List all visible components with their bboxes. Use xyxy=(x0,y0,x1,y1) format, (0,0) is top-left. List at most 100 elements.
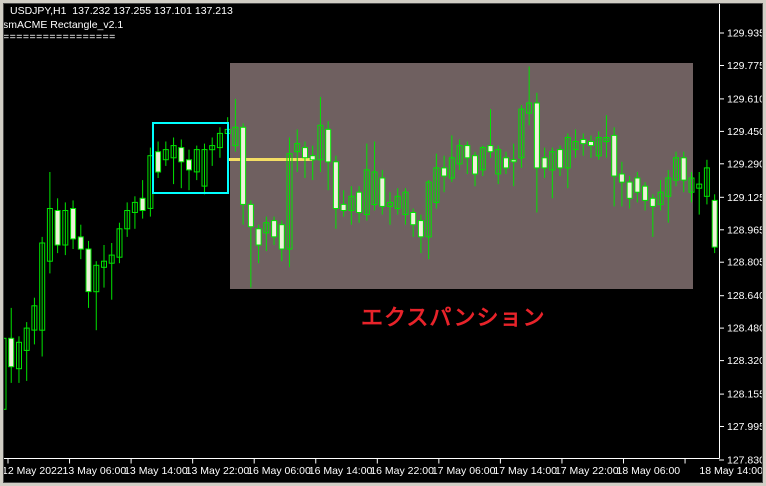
candle-body-bull xyxy=(201,149,208,187)
candle-body-bull xyxy=(46,208,53,262)
candle-body-bear xyxy=(85,248,92,293)
candle-body-bear xyxy=(356,191,363,213)
candle-body-bull xyxy=(394,195,401,210)
candle-body-bull xyxy=(317,124,324,161)
candle-body-bull xyxy=(402,191,409,215)
candle-body-bull xyxy=(603,137,610,143)
candle-body-bear xyxy=(186,159,192,171)
entry-level-line xyxy=(228,158,313,161)
candle-body-bear xyxy=(178,147,185,163)
expansion-annotation-text: エクスパンション xyxy=(361,305,546,330)
indicator-name-line: smACME Rectangle_v2.1 xyxy=(3,19,124,31)
candle-body-bull xyxy=(131,201,138,213)
candle-body-bull xyxy=(294,143,301,153)
candle-body-bull xyxy=(518,108,525,159)
price-label: 129.610 xyxy=(727,93,765,105)
candle-body-bull xyxy=(170,145,177,159)
candle-body-bear xyxy=(487,145,494,153)
candle-body-bear xyxy=(533,102,540,169)
candle-body-bull xyxy=(495,149,502,175)
candle-body-bull xyxy=(108,254,115,264)
time-label: 17 May 14:00 xyxy=(493,465,557,477)
candle-body-bull xyxy=(162,149,169,161)
candle-body-bear xyxy=(155,151,162,173)
price-label: 129.450 xyxy=(727,126,765,138)
candle-body-bull xyxy=(286,153,293,250)
candle-body-bull xyxy=(31,305,38,331)
price-label: 128.320 xyxy=(727,355,765,367)
price-label: 128.965 xyxy=(727,224,765,236)
candle-body-bear xyxy=(541,157,548,169)
time-label: 13 May 22:00 xyxy=(186,465,250,477)
candle-body-bull xyxy=(232,126,239,147)
candle-body-bull xyxy=(348,195,355,212)
candle-body-bull xyxy=(564,137,571,169)
candle-body-bear xyxy=(302,147,308,159)
time-label: 18 May 06:00 xyxy=(617,465,681,477)
candle-body-bull xyxy=(665,177,672,197)
price-label: 127.995 xyxy=(727,421,765,433)
candle-body-bear xyxy=(680,157,687,181)
candle-body-bear xyxy=(580,139,587,145)
candle-body-bear xyxy=(410,212,417,226)
candle-body-bull xyxy=(425,181,432,238)
indicator-separator-line: ================= xyxy=(3,31,116,43)
time-label: 18 May 14:00 xyxy=(699,465,763,477)
candle-body-bear xyxy=(711,199,718,248)
candle-body-bull xyxy=(93,264,100,293)
candle-body-bear xyxy=(247,203,254,228)
candle-body-bull xyxy=(363,169,370,215)
time-label: 17 May 06:00 xyxy=(432,465,496,477)
candle-body-bull xyxy=(448,157,455,179)
candle-body-bull xyxy=(62,210,69,246)
candle-body-bear xyxy=(278,224,285,250)
candle-body-bear xyxy=(325,128,332,163)
candle-body-bull xyxy=(116,228,123,258)
time-label: 16 May 22:00 xyxy=(370,465,434,477)
candle-body-bull xyxy=(688,177,695,193)
symbol-quote-line: USDJPY,H1 137.232 137.255 137.101 137.21… xyxy=(10,5,233,17)
price-label: 128.155 xyxy=(727,389,765,401)
price-label: 129.935 xyxy=(727,28,765,40)
candle-body-bear xyxy=(417,220,424,238)
candle-body-bull xyxy=(16,341,22,370)
candle-body-bull xyxy=(696,183,703,189)
candle-body-bear xyxy=(340,203,347,211)
candle-body-bull xyxy=(526,102,533,114)
candle-body-bull xyxy=(209,145,216,151)
time-label: 13 May 14:00 xyxy=(124,465,188,477)
price-label: 129.125 xyxy=(727,192,765,204)
candle-body-bear xyxy=(642,185,649,201)
price-label: 129.775 xyxy=(727,60,765,72)
candle-body-bull xyxy=(216,132,223,149)
price-label: 128.640 xyxy=(727,290,765,302)
candle-body-bull xyxy=(101,260,107,268)
candle-body-bear xyxy=(626,181,633,199)
candle-body-bull xyxy=(23,327,30,351)
price-label: 129.290 xyxy=(727,158,765,170)
candle-body-bear xyxy=(588,141,594,147)
candle-body-bear xyxy=(8,337,15,368)
candle-body-bear xyxy=(472,155,478,175)
candle-body-bear xyxy=(271,220,278,238)
candle-body-bear xyxy=(618,173,625,183)
time-label: 12 May 2022 xyxy=(2,465,63,477)
time-label: 17 May 22:00 xyxy=(555,465,619,477)
candle-body-bull xyxy=(433,167,440,203)
candle-body-bear xyxy=(634,177,641,193)
price-label: 128.805 xyxy=(727,257,765,269)
candle-body-bear xyxy=(649,197,656,207)
candle-body-bear xyxy=(77,236,84,250)
time-label: 13 May 06:00 xyxy=(63,465,127,477)
candle-body-bear xyxy=(139,197,146,212)
time-label: 16 May 06:00 xyxy=(247,465,311,477)
candle-body-bull xyxy=(549,151,556,171)
candle-body-bear xyxy=(255,228,262,246)
candle-body-bull xyxy=(595,137,602,157)
candle-body-bear xyxy=(611,134,618,177)
candle-body-bear xyxy=(54,210,61,246)
candle-body-bull xyxy=(479,147,486,171)
candle-body-bear xyxy=(441,167,448,177)
